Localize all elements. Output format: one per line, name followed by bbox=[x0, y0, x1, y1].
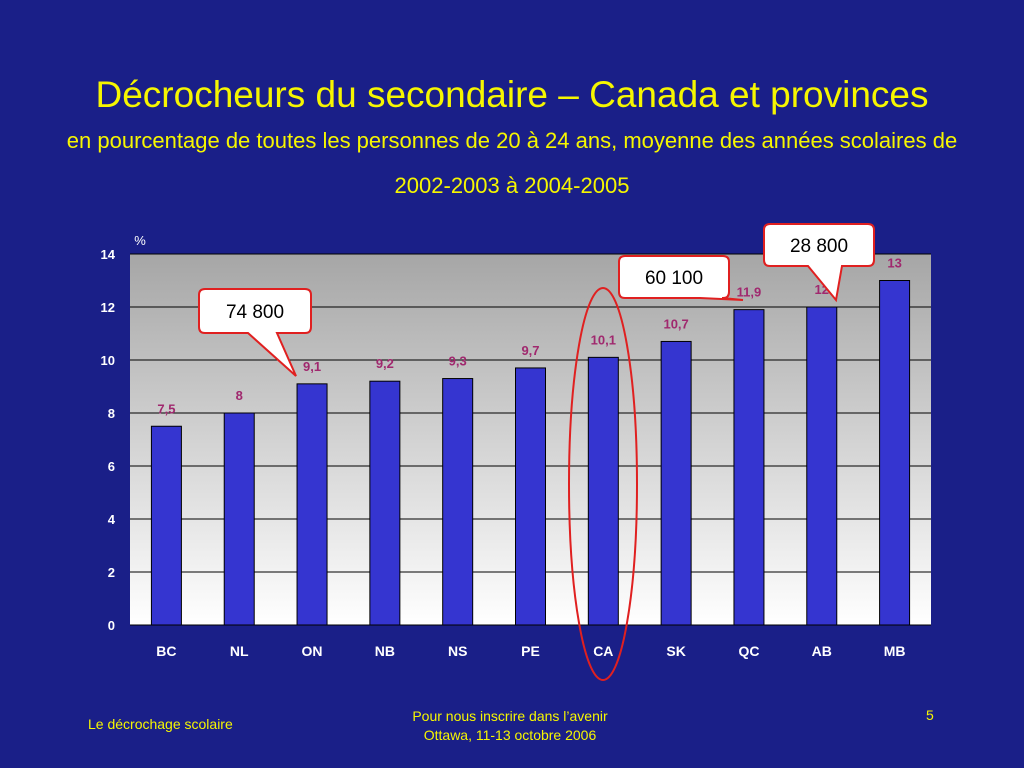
x-tick-label: MB bbox=[884, 643, 906, 659]
y-axis-label: % bbox=[134, 233, 146, 248]
x-tick-label: ON bbox=[302, 643, 323, 659]
slide-title: Décrocheurs du secondaire – Canada et pr… bbox=[95, 74, 929, 115]
slide-subtitle: en pourcentage de toutes les personnes d… bbox=[66, 128, 958, 198]
y-tick-label: 8 bbox=[108, 406, 115, 421]
x-tick-label: BC bbox=[156, 643, 176, 659]
data-label: 13 bbox=[887, 256, 901, 271]
callout-on: 74 800 bbox=[198, 288, 312, 377]
y-tick-label: 14 bbox=[101, 247, 116, 262]
bar-sk bbox=[660, 340, 692, 626]
bar-mb bbox=[879, 280, 911, 626]
x-tick-label: NS bbox=[448, 643, 467, 659]
y-tick-label: 6 bbox=[108, 459, 115, 474]
y-tick-label: 0 bbox=[108, 618, 115, 633]
x-tick-label: CA bbox=[593, 643, 613, 659]
callout-text: 74 800 bbox=[226, 302, 284, 323]
bar-on bbox=[296, 383, 328, 626]
bar-bc bbox=[150, 425, 182, 626]
bar-pe bbox=[515, 367, 546, 626]
data-label: 9,1 bbox=[303, 359, 321, 374]
callout-text: 60 100 bbox=[645, 268, 703, 289]
bar-nb bbox=[369, 380, 401, 626]
data-label: 9,2 bbox=[376, 356, 394, 371]
bar-ns bbox=[442, 378, 474, 626]
data-label: 9,3 bbox=[449, 354, 467, 369]
footer-center: Pour nous inscrire dans l’avenir Ottawa,… bbox=[350, 707, 670, 745]
y-tick-label: 10 bbox=[101, 353, 115, 368]
data-label: 8 bbox=[236, 388, 243, 403]
callout-ab: 28 800 bbox=[763, 223, 875, 303]
page-number: 5 bbox=[926, 707, 934, 723]
callout-box bbox=[618, 255, 744, 301]
highlight-ellipse-ca bbox=[568, 287, 638, 681]
y-tick-label: 4 bbox=[108, 512, 116, 527]
x-tick-label: SK bbox=[666, 643, 685, 659]
footer-center-line2: Ottawa, 11-13 octobre 2006 bbox=[423, 727, 597, 743]
bar-nl bbox=[223, 412, 255, 626]
callout-qc: 60 100 bbox=[618, 255, 744, 301]
data-label: 10,7 bbox=[663, 316, 688, 331]
data-label: 9,7 bbox=[521, 343, 539, 358]
callout-box bbox=[763, 223, 875, 303]
data-label: 10,1 bbox=[591, 332, 616, 347]
x-tick-label: NL bbox=[230, 643, 249, 659]
x-tick-label: AB bbox=[812, 643, 832, 659]
callout-box bbox=[198, 288, 312, 377]
callout-text: 28 800 bbox=[790, 236, 848, 257]
footer-left: Le décrochage scolaire bbox=[88, 716, 233, 732]
bar-ca bbox=[587, 356, 619, 626]
data-label: 11,9 bbox=[737, 285, 762, 300]
y-tick-label: 12 bbox=[101, 300, 115, 315]
data-label: 7,5 bbox=[157, 401, 175, 416]
x-tick-label: QC bbox=[738, 643, 759, 659]
bar-ab bbox=[806, 306, 838, 626]
y-tick-label: 2 bbox=[108, 565, 115, 580]
footer-center-line1: Pour nous inscrire dans l’avenir bbox=[412, 708, 608, 724]
x-tick-label: PE bbox=[521, 643, 540, 659]
x-tick-label: NB bbox=[375, 643, 395, 659]
bar-qc bbox=[733, 309, 765, 626]
